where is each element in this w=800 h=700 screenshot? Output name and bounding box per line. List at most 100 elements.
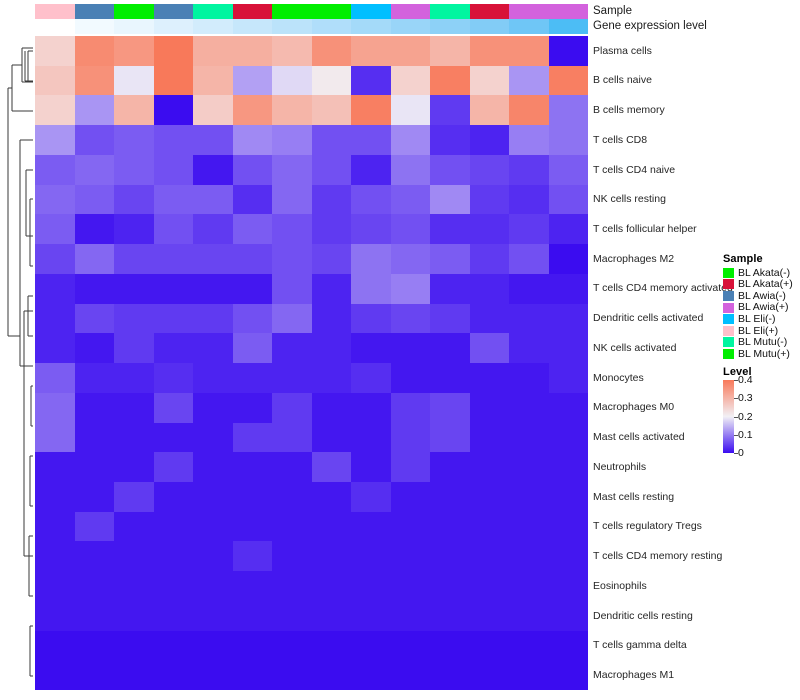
heatmap-cell xyxy=(469,333,509,364)
sample-annotation-cell xyxy=(469,4,509,19)
heatmap-cell xyxy=(272,660,312,691)
sample-legend-item[interactable]: BL Akata(-) xyxy=(723,267,800,279)
heatmap-row xyxy=(35,65,588,96)
heatmap-cell xyxy=(311,303,351,334)
heatmap-cell xyxy=(311,154,351,185)
legend-swatch xyxy=(723,290,734,301)
heatmap-cell xyxy=(114,511,154,542)
heatmap-cell xyxy=(232,125,272,155)
legend-label: BL Mutu(-) xyxy=(738,336,788,349)
level-tick-label: 0.1 xyxy=(738,428,753,441)
heatmap-cell xyxy=(272,244,312,274)
heatmap-cell xyxy=(272,95,312,126)
heatmap-cell xyxy=(35,244,75,274)
heatmap-cell xyxy=(390,630,430,661)
heatmap-cell xyxy=(74,333,114,364)
heatmap-cell xyxy=(390,392,430,423)
heatmap-cell xyxy=(153,273,193,304)
sample-annotation-cell xyxy=(153,4,193,19)
legend-label: BL Eli(+) xyxy=(738,324,779,337)
heatmap-cell xyxy=(153,363,193,393)
heatmap-cell xyxy=(232,422,272,453)
heatmap-cell xyxy=(430,36,470,66)
sample-annotation-cell xyxy=(390,4,430,19)
heatmap-cell xyxy=(311,600,351,631)
heatmap-cell xyxy=(153,452,193,483)
sample-legend-item[interactable]: BL Eli(+) xyxy=(723,325,800,337)
heatmap-cell xyxy=(74,65,114,96)
heatmap-cell xyxy=(311,482,351,512)
heatmap-cell xyxy=(469,125,509,155)
heatmap-cell xyxy=(153,303,193,334)
heatmap-cell xyxy=(114,244,154,274)
heatmap-cell xyxy=(351,244,391,274)
sample-legend-item[interactable]: BL Awia(-) xyxy=(723,290,800,302)
heatmap-cell xyxy=(311,363,351,393)
heatmap-cell xyxy=(74,392,114,423)
row-label: Macrophages M1 xyxy=(593,669,675,682)
heatmap-cell xyxy=(469,422,509,453)
heatmap-cell xyxy=(114,303,154,334)
heatmap-cell xyxy=(469,214,509,245)
heatmap-cell xyxy=(430,273,470,304)
heatmap-cell xyxy=(548,630,588,661)
heatmap-cell xyxy=(469,184,509,215)
heatmap-cell xyxy=(351,303,391,334)
heatmap-cell xyxy=(114,125,154,155)
sample-legend-item[interactable]: BL Mutu(-) xyxy=(723,337,800,349)
heatmap-cell xyxy=(35,333,75,364)
heatmap-cell xyxy=(272,482,312,512)
heatmap-cell xyxy=(548,214,588,245)
heatmap-cell xyxy=(232,600,272,631)
sample-legend-item[interactable]: BL Mutu(+) xyxy=(723,348,800,360)
heatmap-cell xyxy=(232,244,272,274)
heatmap-cell xyxy=(232,660,272,691)
heatmap-cell xyxy=(430,571,470,601)
level-tick-mark xyxy=(734,380,738,381)
heatmap-cell xyxy=(469,600,509,631)
heatmap-cell xyxy=(193,482,233,512)
sample-legend-item[interactable]: BL Eli(-) xyxy=(723,313,800,325)
level-tick-mark xyxy=(734,453,738,454)
heatmap-cell xyxy=(548,660,588,691)
heatmap-cell xyxy=(351,363,391,393)
heatmap-cell xyxy=(430,600,470,631)
heatmap-row xyxy=(35,244,588,274)
heatmap-cell xyxy=(35,36,75,66)
heatmap-cell xyxy=(35,630,75,661)
heatmap-cell xyxy=(548,392,588,423)
level-tick-mark xyxy=(734,416,738,418)
heatmap-cell xyxy=(509,244,549,274)
sample-legend-item[interactable]: BL Akata(+) xyxy=(723,279,800,291)
heatmap-cell xyxy=(509,630,549,661)
heatmap-cell xyxy=(193,452,233,483)
row-label: T cells regulatory Tregs xyxy=(593,520,702,533)
heatmap-cell xyxy=(509,273,549,304)
heatmap-row xyxy=(35,95,588,126)
heatmap-cell xyxy=(35,303,75,334)
heatmap-cell xyxy=(114,660,154,691)
legend-label: BL Akata(-) xyxy=(738,266,791,279)
sample-annotation-cell xyxy=(548,4,588,19)
gene-annotation-cell xyxy=(430,19,470,34)
sample-annotation-cell xyxy=(114,4,154,19)
row-label: T cells gamma delta xyxy=(593,639,687,652)
heatmap-cell xyxy=(272,273,312,304)
heatmap-cell xyxy=(430,244,470,274)
heatmap-cell xyxy=(114,333,154,364)
heatmap-cell xyxy=(390,660,430,691)
heatmap-cell xyxy=(469,273,509,304)
heatmap-cell xyxy=(193,154,233,185)
legend-swatch xyxy=(723,267,734,278)
heatmap-cell xyxy=(114,482,154,512)
heatmap-grid xyxy=(35,36,588,691)
level-tick-label: 0 xyxy=(738,446,744,459)
sample-legend: Sample BL Akata(-) BL Akata(+) BL Awia(-) B… xyxy=(723,253,800,360)
level-tick-label: 0.4 xyxy=(738,373,753,386)
heatmap-cell xyxy=(232,154,272,185)
heatmap-cell xyxy=(548,511,588,542)
heatmap-cell xyxy=(509,36,549,66)
sample-legend-item[interactable]: BL Awia(+) xyxy=(723,302,800,314)
heatmap-cell xyxy=(351,333,391,364)
